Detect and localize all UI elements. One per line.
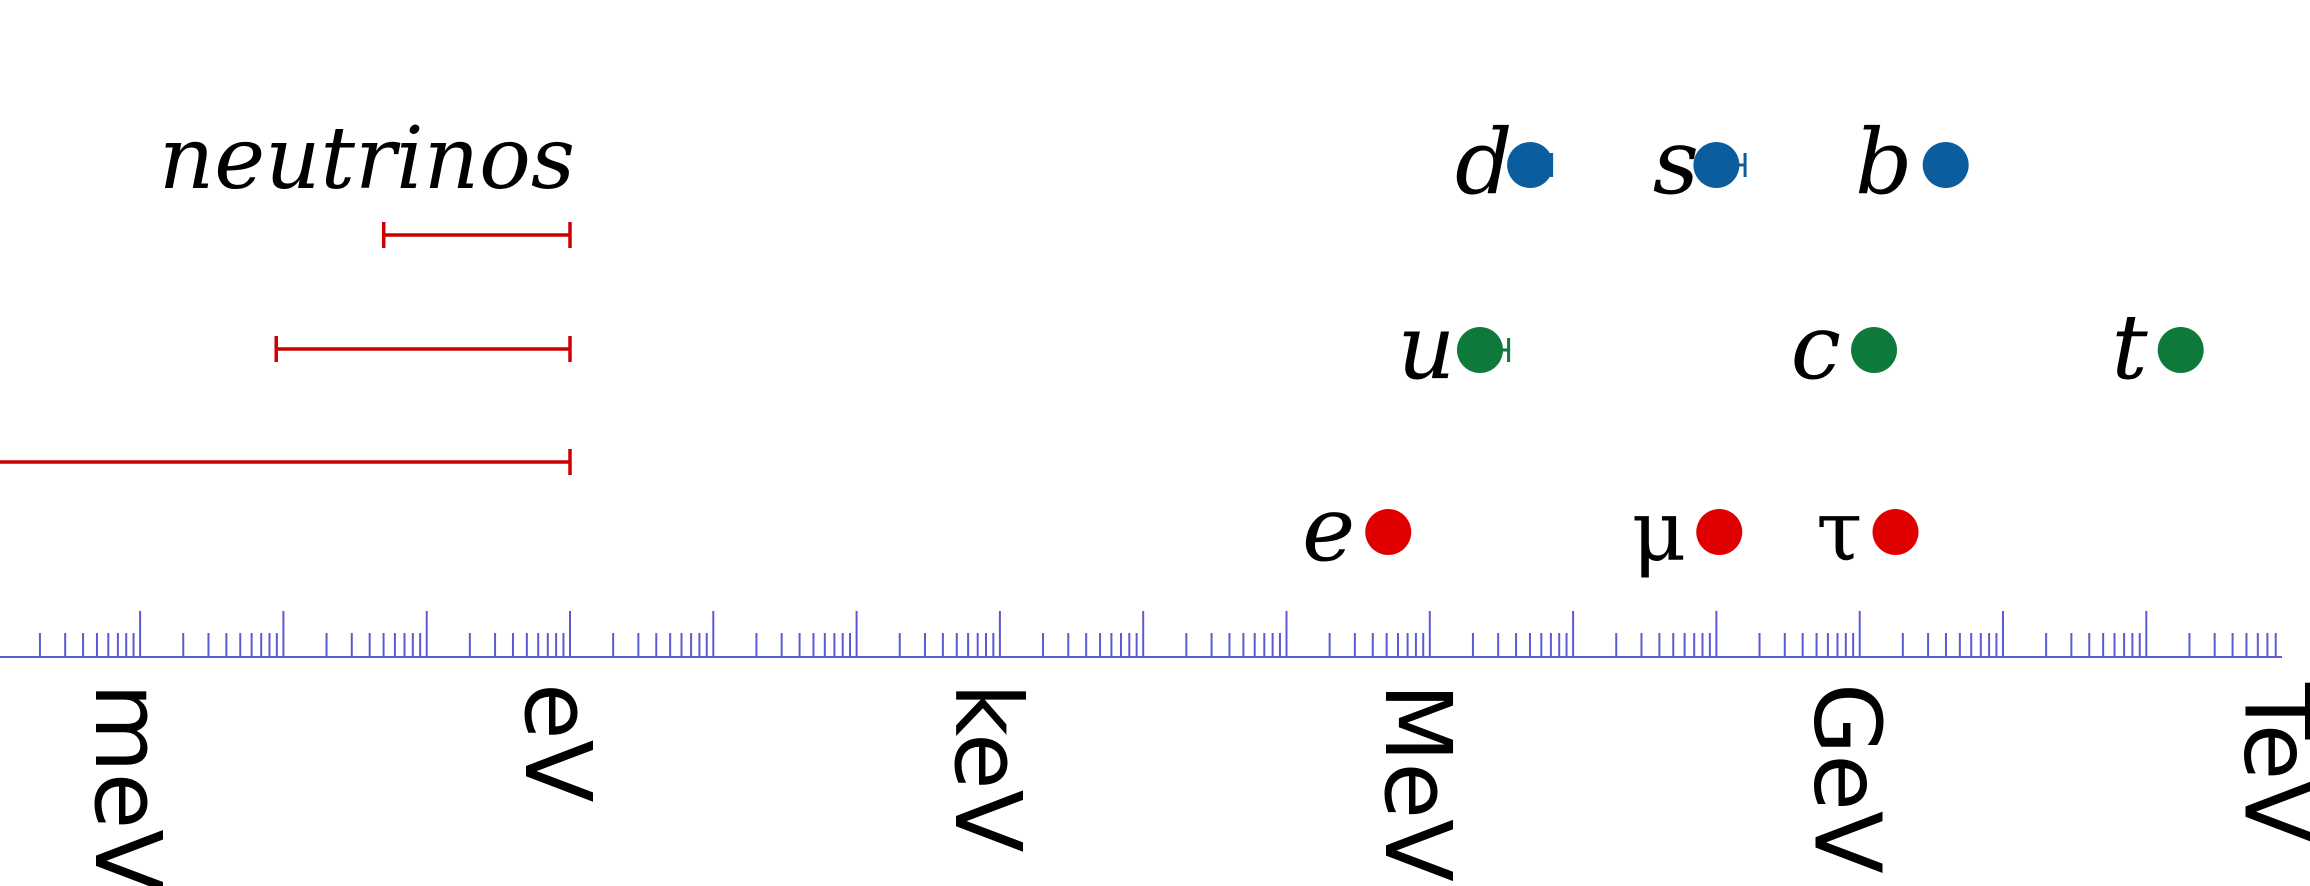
point-d: [1507, 142, 1554, 188]
label-u: u: [1397, 295, 1455, 400]
label-s: s: [1653, 110, 1699, 215]
tick-label-kev: keV: [934, 683, 1041, 853]
point-τ: [1872, 509, 1919, 555]
label-μ: μ: [1632, 482, 1687, 580]
label-c: c: [1791, 295, 1841, 400]
x-axis: meV eV keV MeV GeV TeV: [0, 611, 2310, 886]
point-u: [1456, 327, 1503, 373]
tick-label-ev: eV: [504, 683, 611, 803]
tick-label-mev: MeV: [1364, 683, 1471, 882]
point-t: [2157, 327, 2204, 373]
tick-label-mev: meV: [74, 683, 181, 886]
point-c: [1851, 327, 1898, 373]
point-μ: [1696, 509, 1743, 555]
tick-label-gev: GeV: [1794, 683, 1901, 874]
tick-label-tev: TeV: [2224, 682, 2310, 843]
point-b: [1922, 142, 1969, 188]
label-b: b: [1855, 110, 1913, 215]
label-t: t: [2112, 295, 2149, 400]
label-τ: τ: [1816, 482, 1862, 580]
point-e: [1365, 509, 1412, 555]
neutrinos-label: neutrinos: [159, 109, 575, 209]
label-e: e: [1302, 477, 1355, 582]
point-s: [1693, 142, 1740, 188]
neutrino-ranges: [0, 222, 572, 475]
particle-points: d s b u c t e μ τ: [1302, 110, 2204, 582]
label-d: d: [1455, 110, 1513, 215]
